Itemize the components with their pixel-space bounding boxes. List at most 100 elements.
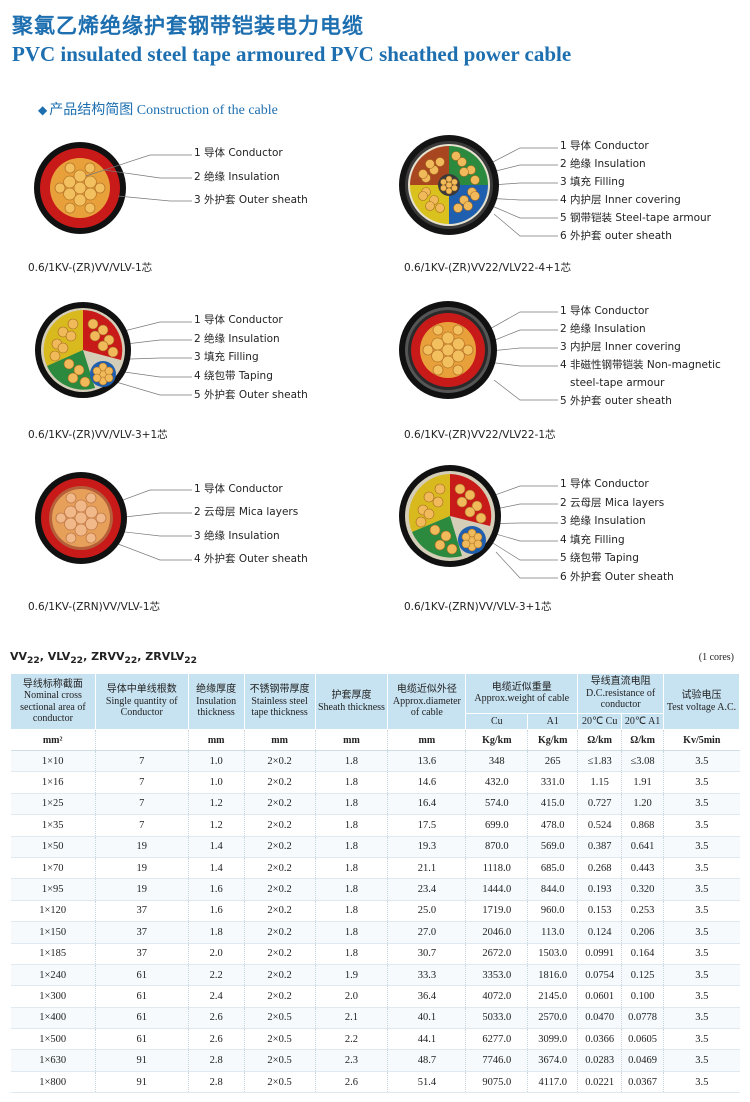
- table-cell: 2×0.2: [243, 964, 316, 987]
- table-cell: 0.124: [577, 921, 622, 944]
- table-cell: 870.0: [465, 836, 528, 858]
- table-cell: 2×0.5: [243, 1071, 316, 1094]
- table-cell: 1.6: [187, 878, 245, 901]
- table-cell: ≤1.83: [577, 750, 622, 773]
- table-cell: 51.4: [387, 1071, 466, 1094]
- table-cell: 1×630: [10, 1049, 96, 1072]
- table-cell: 1×240: [10, 964, 96, 987]
- cable-5-label: 4 外护套 Outer sheath: [194, 552, 308, 565]
- unit-cell: Kv/5min: [663, 729, 740, 751]
- table-cell: 1.8: [314, 793, 388, 816]
- unit-cell: mm²: [10, 729, 96, 751]
- unit-cell: mm: [314, 729, 388, 751]
- cable-1-model: 0.6/1KV-(ZR)VV/VLV-1芯: [28, 262, 153, 274]
- cable-5-model: 0.6/1KV-(ZRN)VV/VLV-1芯: [28, 601, 161, 613]
- table-cell: 27.0: [387, 921, 466, 944]
- table-cell: 91: [94, 1071, 189, 1094]
- unit-cell: mm: [387, 729, 466, 751]
- table-cell: 3.5: [663, 1071, 740, 1094]
- table-cell: 1816.0: [527, 964, 578, 987]
- table-cell: 1.8: [314, 750, 388, 773]
- table-cell: 0.0283: [577, 1049, 622, 1072]
- table-cell: 3.5: [663, 771, 740, 794]
- cable-1-label: 2 绝缘 Insulation: [194, 170, 280, 183]
- col-header-resistance: 导线直流电阻 D.C.resistance of conductor: [577, 673, 665, 714]
- table-cell: 2.0: [314, 985, 388, 1008]
- table-cell: 348: [465, 750, 528, 773]
- table-cell: 3.5: [663, 1028, 740, 1051]
- cable-6-model: 0.6/1KV-(ZRN)VV/VLV-3+1芯: [404, 601, 552, 613]
- cable-1-label: 1 导体 Conductor: [194, 147, 283, 159]
- table-cell: 0.268: [577, 857, 622, 880]
- table-cell: 2.3: [314, 1049, 388, 1072]
- table-cell: 19: [94, 878, 189, 901]
- table-cell: 0.0469: [621, 1049, 664, 1072]
- cable-diagram-3: [33, 300, 133, 400]
- cable-3-label: 3 填充 Filling: [194, 351, 259, 364]
- table-cell: 1×800: [10, 1071, 96, 1094]
- table-cell: 0.0366: [577, 1028, 622, 1051]
- table-cell: 7: [94, 793, 189, 816]
- table-cell: 2×0.2: [243, 750, 316, 773]
- col-header-weight: 电缆近似重量 Approx.weight of cable: [465, 673, 579, 714]
- cable-4-label: 5 外护套 outer sheath: [560, 395, 672, 407]
- table-cell: 2×0.2: [243, 793, 316, 816]
- table-cell: 1×150: [10, 921, 96, 944]
- col-header-r-cu: 20℃ Cu: [577, 712, 623, 730]
- table-cell: 37: [94, 943, 189, 965]
- cable-6-label: 6 外护套 Outer sheath: [560, 570, 674, 583]
- table-cell: 1719.0: [465, 900, 528, 923]
- cable-3-label: 2 绝缘 Insulation: [194, 332, 280, 345]
- table-cell: 574.0: [465, 793, 528, 816]
- table-row: 1×50 19 1.4 2×0.2 1.8 19.3 870.0 569.0 0.387 0.64…: [10, 836, 740, 858]
- table-cell: 17.5: [387, 814, 466, 837]
- cable-4-label: 4 非磁性钢带铠装 Non-magnetic: [560, 359, 721, 371]
- table-subheader-row: Cu A1 20℃ Cu 20℃ A1: [11, 712, 740, 730]
- cable-diagram-2: [398, 134, 500, 236]
- table-cores-note: (1 cores): [698, 652, 734, 663]
- table-row: 1×10 7 1.0 2×0.2 1.8 13.6 348 265 ≤1.83 ≤3.08 3.5: [10, 750, 740, 773]
- unit-cell: Kg/km: [465, 729, 528, 751]
- table-row: 1×70 19 1.4 2×0.2 1.8 21.1 1118.0 685.0 0.268 0.4…: [10, 857, 740, 880]
- table-cell: 1×500: [10, 1028, 96, 1051]
- cable-5-label: 1 导体 Conductor: [194, 483, 283, 495]
- table-cell: 1503.0: [527, 943, 578, 965]
- table-cell: 3353.0: [465, 964, 528, 987]
- cable-2-labels: 1 导体 Conductor 2 绝缘 Insulation 3 填充 Fill…: [560, 137, 711, 245]
- cable-diagram-6: [398, 464, 502, 568]
- table-cell: 1.91: [621, 771, 664, 794]
- table-cell: 2×0.2: [243, 900, 316, 923]
- table-cell: 48.7: [387, 1049, 466, 1072]
- table-cell: 1.2: [187, 814, 245, 837]
- table-cell: 0.0605: [621, 1028, 664, 1051]
- table-cell: 2×0.2: [243, 771, 316, 794]
- table-row: 1×95 19 1.6 2×0.2 1.8 23.4 1444.0 844.0 0.193 0.3…: [10, 878, 740, 901]
- cable-5-labels: 1 导体 Conductor 2 云母层 Mica layers 3 绝缘 In…: [194, 478, 308, 571]
- table-cell: 2.1: [314, 1007, 388, 1030]
- table-cell: 6277.0: [465, 1028, 528, 1051]
- table-row: 1×25 7 1.2 2×0.2 1.8 16.4 574.0 415.0 0.727 1.20 3…: [10, 793, 740, 816]
- table-cell: 0.0754: [577, 964, 622, 987]
- cable-2-label: 4 内护层 Inner covering: [560, 194, 681, 206]
- table-cell: 3.5: [663, 814, 740, 837]
- table-cell: 1.2: [187, 793, 245, 816]
- table-cell: 7: [94, 771, 189, 794]
- table-cell: 0.0601: [577, 985, 622, 1008]
- cable-2-label: 3 填充 Filling: [560, 176, 625, 188]
- table-cell: 91: [94, 1049, 189, 1072]
- cable-diagram-4: [398, 300, 498, 400]
- table-cell: 3.5: [663, 750, 740, 773]
- table-cell: 4117.0: [527, 1071, 578, 1094]
- table-cell: 113.0: [527, 921, 578, 944]
- table-cell: 19: [94, 836, 189, 858]
- cable-3-label: 1 导体 Conductor: [194, 314, 283, 326]
- table-cell: 1×300: [10, 985, 96, 1008]
- table-units-row: mm² mm mm mm mm Kg/km Kg/km Ω/km Ω/km Kv/5min: [10, 729, 740, 751]
- cable-2-label: 1 导体 Conductor: [560, 140, 649, 152]
- table-cell: 0.153: [577, 900, 622, 923]
- table-cell: 23.4: [387, 878, 466, 901]
- table-cell: 1.6: [187, 900, 245, 923]
- table-cell: 3.5: [663, 793, 740, 816]
- cable-4-label: 1 导体 Conductor: [560, 305, 649, 317]
- table-cell: 1.8: [314, 857, 388, 880]
